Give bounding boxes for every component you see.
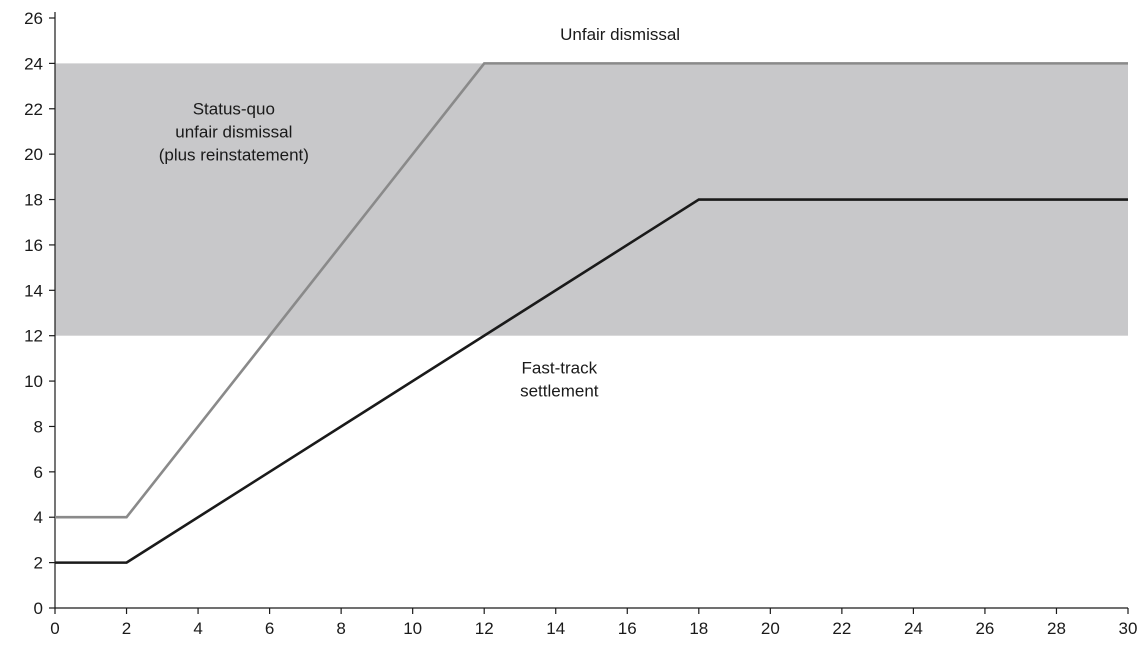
y-tick-label: 26	[24, 9, 43, 28]
y-tick-label: 8	[34, 417, 43, 436]
x-tick-label: 12	[475, 619, 494, 638]
x-tick-label: 18	[689, 619, 708, 638]
x-tick-label: 8	[336, 619, 345, 638]
y-tick-label: 14	[24, 281, 43, 300]
y-tick-label: 2	[34, 554, 43, 573]
y-tick-label: 4	[34, 508, 43, 527]
x-tick-label: 26	[975, 619, 994, 638]
y-tick-label: 22	[24, 100, 43, 119]
annotation-layer: Status-quo unfair dismissal (plus reinstat…	[159, 25, 680, 400]
x-tick-label: 30	[1119, 619, 1138, 638]
y-tick-label: 12	[24, 327, 43, 346]
band-label: (plus reinstatement)	[159, 145, 309, 164]
band-label: unfair dismissal	[175, 122, 292, 141]
y-tick-label: 20	[24, 145, 43, 164]
series-line-2	[55, 198, 1128, 564]
x-tick-label: 14	[546, 619, 565, 638]
band-label: Status-quo	[193, 99, 275, 118]
x-tick-label: 20	[761, 619, 780, 638]
y-tick-label: 16	[24, 236, 43, 255]
series-label: Unfair dismissal	[560, 25, 680, 44]
series-label: Fast-track	[522, 358, 598, 377]
x-tick-label: 6	[265, 619, 274, 638]
x-tick-label: 2	[122, 619, 131, 638]
x-tick-label: 0	[50, 619, 59, 638]
y-tick-label: 6	[34, 463, 43, 482]
y-tick-label: 10	[24, 372, 43, 391]
x-tick-label: 22	[832, 619, 851, 638]
y-tick-label: 0	[34, 599, 43, 618]
y-tick-label: 24	[24, 54, 43, 73]
series-label: settlement	[520, 381, 599, 400]
x-tick-label: 16	[618, 619, 637, 638]
x-tick-label: 4	[193, 619, 202, 638]
series-layer	[55, 62, 1128, 564]
y-tick-label: 18	[24, 191, 43, 210]
x-tick-label: 24	[904, 619, 923, 638]
series-line-1	[55, 62, 1128, 519]
x-tick-label: 28	[1047, 619, 1066, 638]
x-tick-label: 10	[403, 619, 422, 638]
